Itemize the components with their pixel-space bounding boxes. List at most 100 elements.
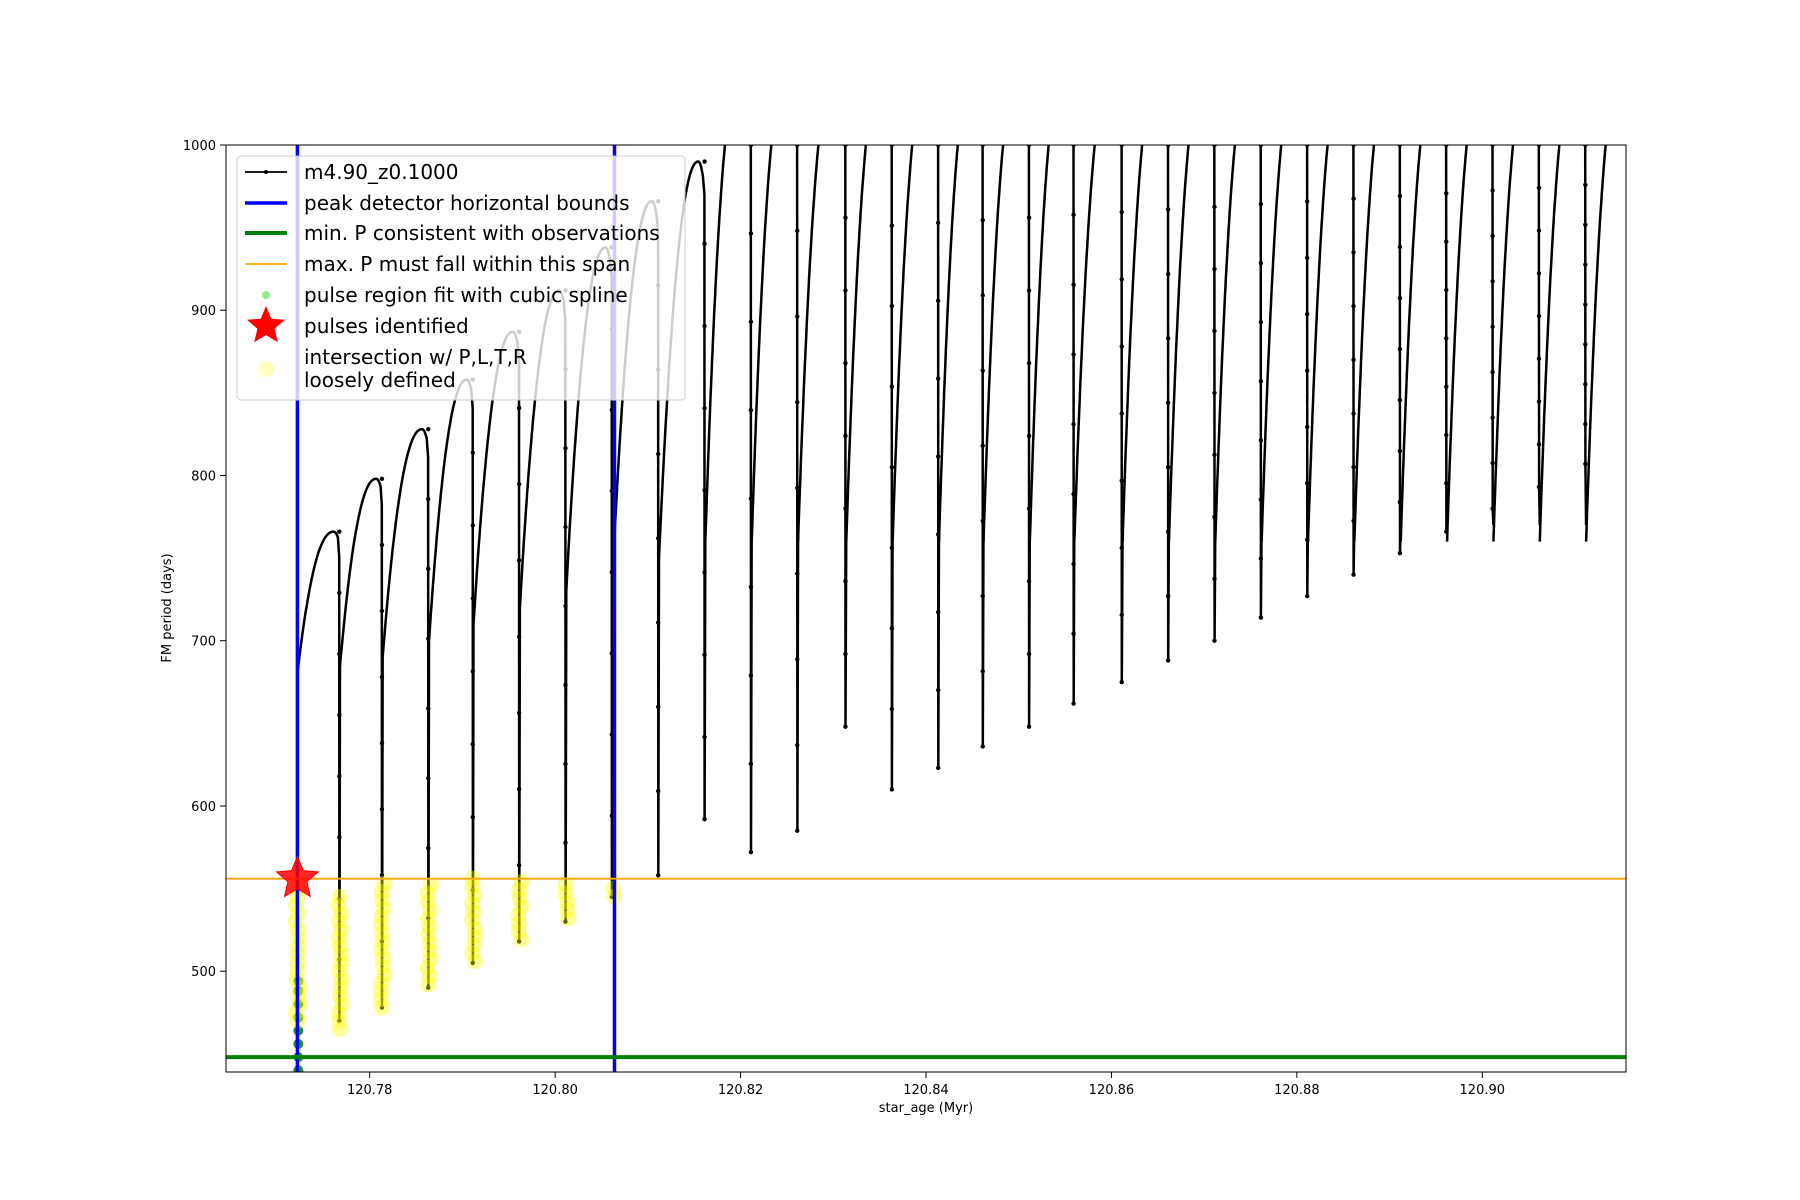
track-point bbox=[1398, 398, 1402, 402]
track-point bbox=[1120, 546, 1124, 550]
track-point bbox=[981, 444, 985, 448]
track-point bbox=[702, 817, 706, 821]
y-tick-label: 700 bbox=[191, 635, 216, 650]
track-point bbox=[702, 735, 706, 739]
legend-label: pulse region fit with cubic spline bbox=[304, 283, 628, 307]
track-point bbox=[981, 368, 985, 372]
track-point bbox=[936, 454, 940, 458]
track-point bbox=[843, 579, 847, 583]
track-point bbox=[1398, 245, 1402, 249]
track-point bbox=[936, 688, 940, 692]
track-point bbox=[471, 450, 475, 454]
track-point bbox=[1537, 314, 1541, 318]
track-point bbox=[890, 546, 894, 550]
track-point bbox=[1305, 256, 1309, 260]
track-point bbox=[1071, 352, 1075, 356]
track-point bbox=[749, 408, 753, 412]
track-point bbox=[890, 384, 894, 388]
track-point bbox=[1259, 202, 1263, 206]
legend-handle-marker bbox=[264, 170, 268, 174]
track-point bbox=[1071, 213, 1075, 217]
track-point bbox=[1537, 186, 1541, 190]
legend-label: min. P consistent with observations bbox=[304, 221, 660, 245]
track-point bbox=[1444, 384, 1448, 388]
track-point bbox=[1398, 194, 1402, 198]
y-tick-label: 1000 bbox=[183, 139, 216, 154]
track-point bbox=[1583, 262, 1587, 266]
track-point bbox=[1351, 250, 1355, 254]
track-point bbox=[337, 591, 341, 595]
track-point bbox=[843, 724, 847, 728]
track-point bbox=[426, 776, 430, 780]
track-point bbox=[936, 299, 940, 303]
track-point bbox=[1537, 399, 1541, 403]
track-point bbox=[1071, 422, 1075, 426]
track-point bbox=[380, 609, 384, 613]
track-point bbox=[563, 446, 567, 450]
track-point bbox=[1166, 658, 1170, 662]
track-point bbox=[1583, 422, 1587, 426]
track-point bbox=[749, 320, 753, 324]
track-point bbox=[1120, 344, 1124, 348]
track-point bbox=[1259, 379, 1263, 383]
track-point bbox=[702, 159, 706, 163]
track-point bbox=[843, 361, 847, 365]
track-point bbox=[1166, 465, 1170, 469]
track-point bbox=[936, 610, 940, 614]
track-point bbox=[1212, 329, 1216, 333]
track-point bbox=[1166, 336, 1170, 340]
track-point bbox=[1490, 461, 1494, 465]
x-tick-label: 120.84 bbox=[903, 1083, 949, 1098]
track-point bbox=[795, 571, 799, 575]
track-point bbox=[890, 626, 894, 630]
track-point bbox=[1166, 401, 1170, 405]
track-point bbox=[517, 787, 521, 791]
track-point bbox=[702, 570, 706, 574]
track-point bbox=[702, 406, 706, 410]
track-point bbox=[749, 231, 753, 235]
legend-label: intersection w/ P,L,T,R bbox=[304, 345, 527, 369]
track-point bbox=[795, 229, 799, 233]
track-point bbox=[656, 873, 660, 877]
track-point bbox=[1071, 282, 1075, 286]
track-point bbox=[380, 741, 384, 745]
track-point bbox=[1351, 465, 1355, 469]
track-point bbox=[380, 543, 384, 547]
track-point bbox=[702, 653, 706, 657]
track-point bbox=[1444, 336, 1448, 340]
track-point bbox=[795, 829, 799, 833]
track-point bbox=[890, 707, 894, 711]
track-point bbox=[1444, 288, 1448, 292]
x-tick-label: 120.86 bbox=[1089, 1083, 1135, 1098]
track-point bbox=[1071, 562, 1075, 566]
track-point bbox=[843, 216, 847, 220]
track-point bbox=[1537, 271, 1541, 275]
track-point bbox=[471, 523, 475, 527]
track-point bbox=[563, 683, 567, 687]
track-point bbox=[1166, 207, 1170, 211]
legend-handle-spline bbox=[262, 291, 270, 299]
track-point bbox=[1212, 577, 1216, 581]
track-point bbox=[426, 846, 430, 850]
track-point bbox=[1490, 188, 1494, 192]
track-point bbox=[1583, 342, 1587, 346]
track-point bbox=[1537, 228, 1541, 232]
track-point bbox=[380, 807, 384, 811]
y-tick-label: 500 bbox=[191, 965, 216, 980]
track-point bbox=[426, 497, 430, 501]
intersection-point bbox=[331, 889, 347, 905]
track-point bbox=[337, 529, 341, 533]
track-point bbox=[656, 705, 660, 709]
track-point bbox=[1583, 223, 1587, 227]
track-point bbox=[795, 314, 799, 318]
track-point bbox=[1212, 205, 1216, 209]
track-point bbox=[426, 567, 430, 571]
track-point bbox=[1027, 652, 1031, 656]
track-point bbox=[1259, 615, 1263, 619]
track-point bbox=[981, 744, 985, 748]
track-point bbox=[1490, 279, 1494, 283]
track-point bbox=[1120, 478, 1124, 482]
track-point bbox=[426, 706, 430, 710]
track-point bbox=[795, 657, 799, 661]
